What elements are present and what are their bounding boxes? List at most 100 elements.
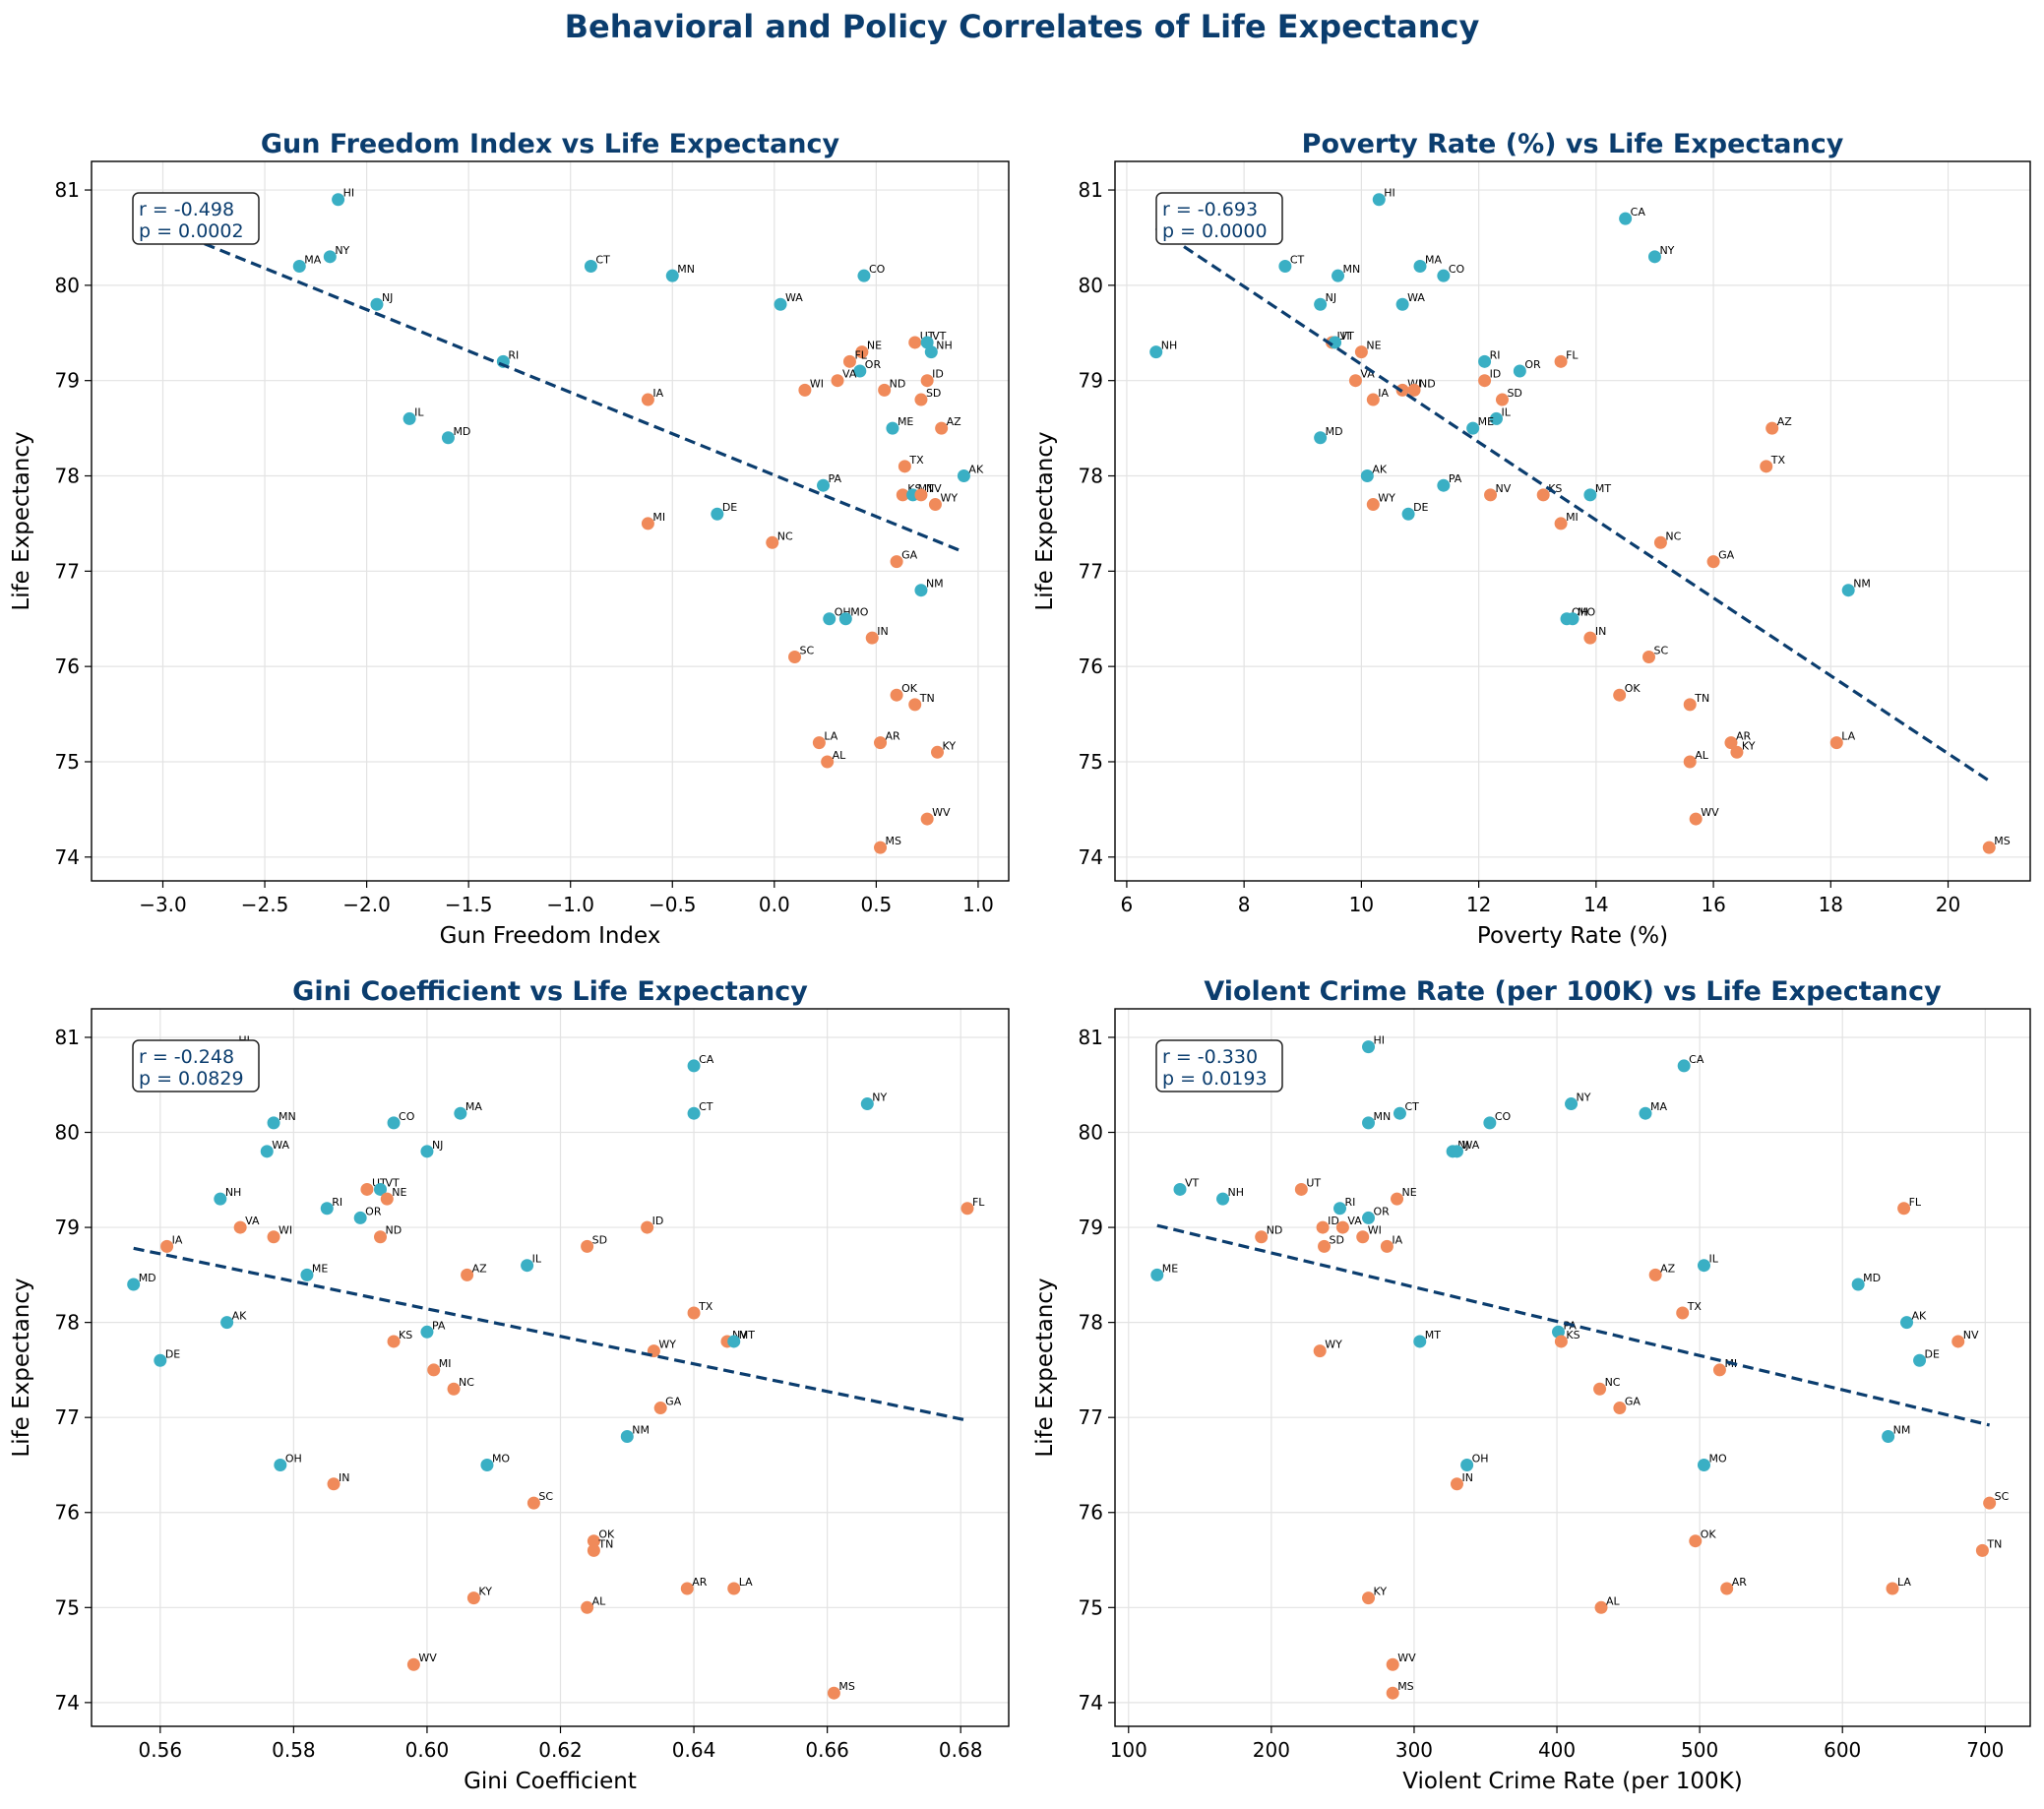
data-point <box>798 383 812 397</box>
x-axis-label: Poverty Rate (%) <box>1477 923 1668 949</box>
data-point <box>1216 1192 1230 1206</box>
point-label: CA <box>1631 206 1646 218</box>
data-point <box>838 612 852 626</box>
point-label: KY <box>943 739 957 752</box>
data-point <box>687 1059 701 1073</box>
subplot-3: 0.56 0.58 0.60 0.62 0.64 0.66 0.68 74 75 76 77 78 79… <box>9 976 1010 1794</box>
point-label: ND <box>385 1224 402 1237</box>
data-point <box>641 1220 654 1234</box>
data-point <box>581 1239 594 1253</box>
point-label: MO <box>850 606 868 619</box>
y-tick-label: 75 <box>1079 750 1103 774</box>
y-tick-label: 74 <box>55 1691 80 1715</box>
point-label: IL <box>414 405 424 418</box>
data-point <box>860 1097 874 1111</box>
point-label: SD <box>1330 1233 1344 1246</box>
point-label: NV <box>926 482 942 495</box>
data-point <box>831 374 844 388</box>
point-label: NH <box>936 340 953 352</box>
point-label: RI <box>1345 1196 1356 1209</box>
data-point <box>1333 1202 1347 1216</box>
stats-r: r = -0.693 <box>1162 199 1258 220</box>
point-label: NH <box>225 1186 242 1199</box>
y-tick-label: 79 <box>55 1216 80 1239</box>
y-tick-label: 81 <box>1079 1026 1103 1049</box>
data-point <box>466 1591 480 1605</box>
data-point <box>154 1353 167 1367</box>
stats-p: p = 0.0829 <box>139 1068 244 1090</box>
point-label: MO <box>1578 606 1595 619</box>
point-label: MN <box>1374 1110 1392 1123</box>
point-label: TX <box>1770 454 1786 467</box>
axes-frame <box>91 1008 1010 1727</box>
point-label: AZ <box>1660 1262 1676 1275</box>
point-label: MN <box>279 1110 296 1123</box>
data-point <box>914 488 928 502</box>
point-label: TN <box>1694 692 1709 705</box>
point-label: AR <box>692 1576 708 1589</box>
data-point <box>1720 1582 1734 1595</box>
point-label: NM <box>926 578 944 591</box>
point-label: WY <box>1378 492 1395 505</box>
point-label: KY <box>1374 1586 1388 1598</box>
data-point <box>620 1430 634 1444</box>
x-axis-label: Gini Coefficient <box>464 1769 637 1794</box>
data-point <box>1380 1239 1394 1253</box>
point-label: MA <box>1650 1100 1667 1113</box>
point-label: LA <box>1841 730 1855 743</box>
y-tick-label: 78 <box>1079 465 1103 488</box>
data-point <box>1730 745 1744 759</box>
y-axis-label: Life Expectancy <box>1032 1278 1058 1457</box>
data-point <box>641 517 654 530</box>
x-tick-label: 0.58 <box>272 1738 316 1762</box>
data-point <box>727 1582 741 1595</box>
y-tick-label: 79 <box>55 369 80 393</box>
point-label: AK <box>968 464 984 476</box>
data-point <box>1483 1116 1497 1130</box>
data-point <box>680 1582 694 1595</box>
x-tick-label: 0.62 <box>538 1738 583 1762</box>
point-label: SD <box>592 1233 607 1246</box>
data-point <box>461 1268 474 1281</box>
point-label: SC <box>1995 1490 2010 1503</box>
data-point <box>1554 354 1568 368</box>
point-label: CA <box>1689 1053 1704 1066</box>
data-point <box>842 354 856 368</box>
data-point <box>1362 1116 1376 1130</box>
point-label: GA <box>1718 549 1735 562</box>
data-point <box>1613 1402 1627 1415</box>
data-point <box>1689 1534 1703 1548</box>
point-label: AZ <box>1777 415 1793 428</box>
data-point <box>1676 1306 1690 1320</box>
point-label: NH <box>1161 340 1178 352</box>
data-point <box>890 688 903 702</box>
y-tick-label: 81 <box>55 1026 80 1049</box>
data-point <box>1495 393 1509 406</box>
data-point <box>855 345 869 359</box>
data-point <box>960 1202 974 1216</box>
point-label: SC <box>800 644 815 656</box>
data-point <box>300 1268 314 1281</box>
stats-r: r = -0.248 <box>139 1046 234 1068</box>
data-point <box>1583 488 1597 502</box>
point-label: DE <box>722 501 737 514</box>
data-point <box>920 812 934 826</box>
trend-line <box>142 217 965 554</box>
point-label: DE <box>165 1347 180 1360</box>
point-label: WA <box>785 291 803 304</box>
x-tick-label: 200 <box>1253 1738 1290 1762</box>
data-point <box>320 1202 334 1216</box>
point-label: ME <box>1162 1262 1178 1275</box>
data-point <box>1356 1230 1370 1244</box>
point-label: WY <box>940 492 958 505</box>
data-point <box>1391 1192 1404 1206</box>
data-point <box>908 336 922 349</box>
x-tick-label: 12 <box>1466 893 1491 916</box>
data-point <box>373 1182 387 1196</box>
point-label: VT <box>385 1176 400 1189</box>
point-label: WV <box>418 1652 437 1664</box>
data-point <box>1360 469 1374 483</box>
point-label: OH <box>1472 1452 1489 1465</box>
axes-frame <box>1114 1008 2031 1727</box>
data-point <box>1413 1335 1427 1348</box>
